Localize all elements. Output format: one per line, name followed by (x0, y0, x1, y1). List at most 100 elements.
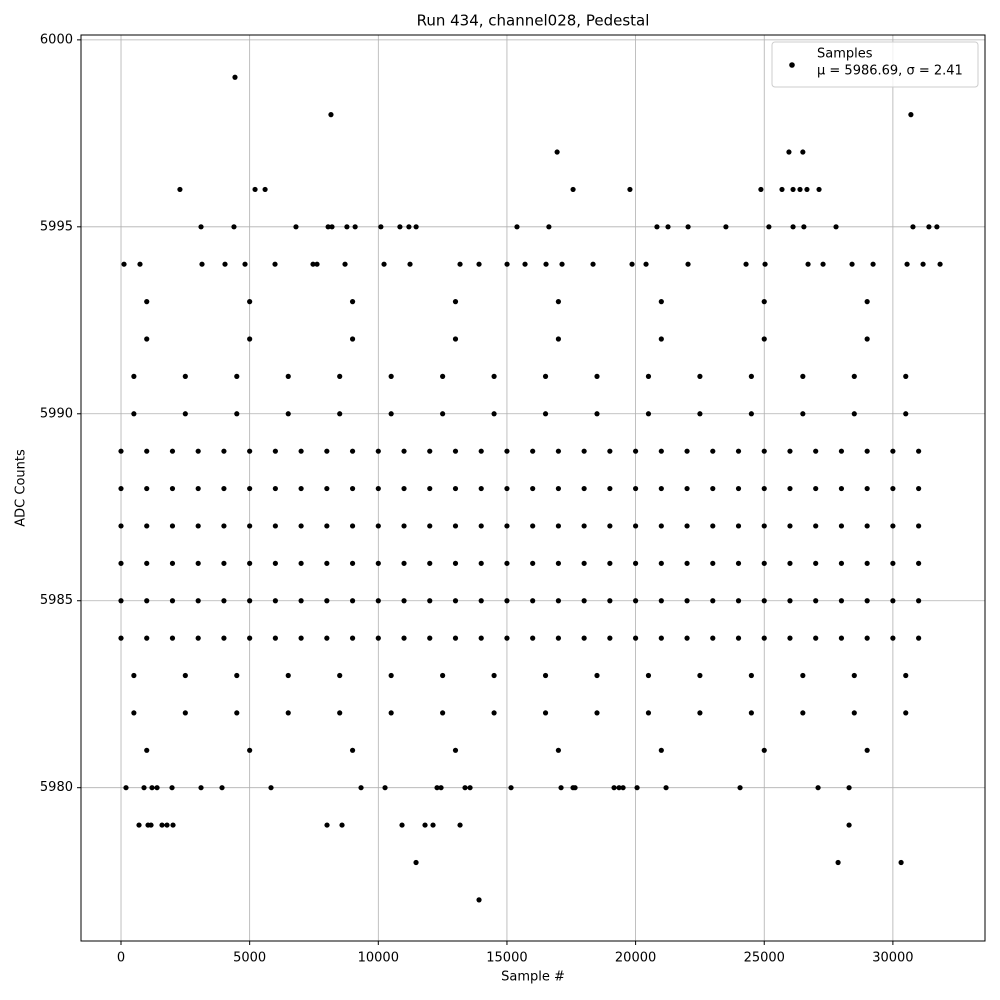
point (358, 785, 364, 791)
point (397, 224, 403, 230)
x-axis-label: Sample # (501, 970, 565, 985)
point (452, 336, 459, 342)
point (710, 485, 716, 492)
point (654, 224, 660, 230)
point (555, 448, 562, 454)
point (221, 560, 227, 566)
point (195, 485, 201, 492)
point (800, 710, 806, 716)
point (349, 523, 356, 529)
point (131, 373, 137, 379)
point (864, 635, 870, 641)
point (247, 598, 253, 604)
point (616, 785, 622, 791)
point (121, 261, 127, 267)
point (349, 747, 356, 753)
point (381, 261, 387, 267)
point (643, 261, 649, 267)
point (542, 373, 549, 379)
point (916, 635, 922, 641)
point (684, 485, 690, 492)
point (388, 672, 394, 679)
point (342, 261, 348, 267)
point (195, 448, 201, 454)
point (581, 598, 587, 604)
point (467, 785, 473, 791)
point (144, 299, 150, 305)
point (632, 523, 639, 529)
point (787, 485, 793, 492)
point (123, 785, 129, 791)
point (555, 598, 562, 604)
point (658, 598, 664, 604)
point (234, 373, 240, 379)
point (581, 560, 587, 566)
point (805, 261, 811, 267)
point (198, 785, 204, 791)
point (324, 598, 330, 604)
point (864, 560, 870, 566)
point (169, 598, 176, 604)
point (144, 560, 150, 566)
point (581, 485, 587, 492)
point (252, 186, 258, 193)
point (349, 336, 356, 342)
point (851, 672, 857, 679)
point (658, 747, 664, 753)
point (272, 261, 278, 267)
point (440, 373, 446, 379)
point (761, 747, 767, 753)
point (221, 523, 227, 529)
point (478, 485, 484, 492)
point (422, 822, 428, 828)
point (787, 598, 793, 604)
point (328, 112, 334, 118)
point (761, 299, 767, 305)
point (382, 785, 388, 791)
point (663, 785, 669, 791)
point (710, 598, 716, 604)
point (790, 186, 796, 193)
x-tick-label: 20000 (615, 951, 656, 966)
point (594, 411, 600, 417)
point (813, 485, 819, 492)
point (934, 224, 940, 230)
point (324, 822, 330, 828)
point (272, 598, 278, 604)
point (684, 523, 690, 529)
point (440, 672, 446, 679)
point (658, 485, 664, 492)
point (177, 186, 183, 193)
point (559, 261, 565, 267)
point (349, 560, 356, 566)
point (352, 224, 358, 230)
point (388, 411, 394, 417)
point (849, 261, 855, 267)
point (864, 485, 870, 492)
point (247, 299, 253, 305)
point (665, 224, 671, 230)
point (632, 560, 639, 566)
point (761, 336, 767, 342)
point (234, 672, 240, 679)
point (937, 261, 943, 267)
point (555, 299, 562, 305)
point (838, 448, 845, 454)
point (779, 186, 785, 193)
point (478, 635, 484, 641)
point (908, 112, 914, 118)
point (131, 411, 137, 417)
point (262, 186, 268, 193)
point (903, 710, 909, 716)
chart-title: Run 434, channel028, Pedestal (417, 12, 650, 30)
point (170, 822, 176, 828)
point (118, 560, 124, 566)
point (504, 448, 510, 454)
point (916, 485, 922, 492)
point (118, 448, 124, 454)
point (581, 523, 587, 529)
point (198, 224, 204, 230)
point (684, 560, 690, 566)
point (890, 635, 896, 641)
point (813, 560, 819, 566)
